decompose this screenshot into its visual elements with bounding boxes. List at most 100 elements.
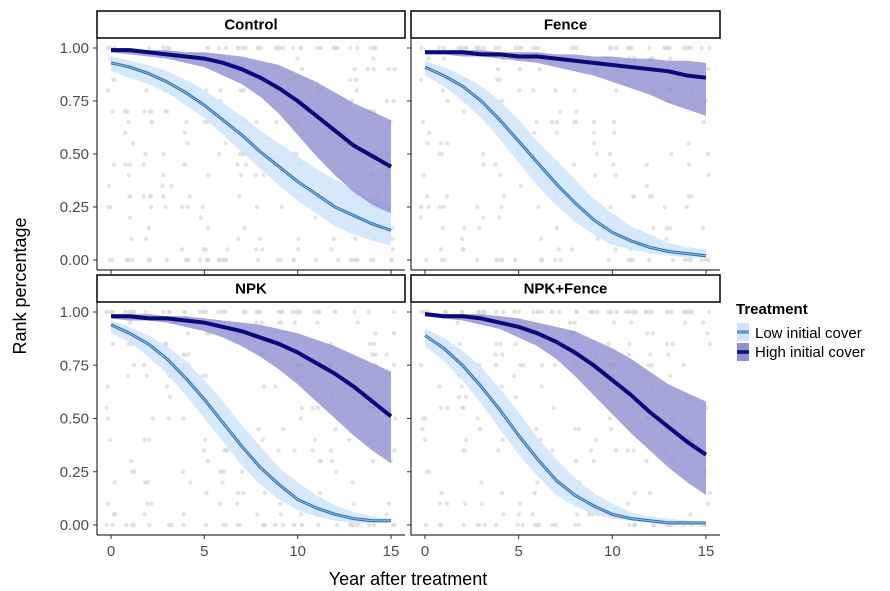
- raw-point: [216, 45, 222, 51]
- raw-point: [558, 257, 563, 263]
- raw-point: [182, 130, 187, 135]
- raw-point: [539, 257, 545, 263]
- raw-point: [318, 45, 323, 51]
- raw-point: [112, 77, 117, 83]
- raw-point: [225, 247, 230, 252]
- raw-point: [554, 226, 559, 231]
- raw-point: [298, 512, 304, 517]
- raw-point: [256, 309, 261, 315]
- raw-point: [512, 257, 518, 263]
- raw-point: [539, 363, 545, 368]
- raw-point: [253, 247, 259, 252]
- raw-point: [127, 320, 133, 325]
- raw-point: [392, 448, 397, 453]
- raw-point: [110, 522, 115, 528]
- x-tick-label: 10: [289, 543, 306, 560]
- raw-point: [316, 309, 321, 315]
- raw-point: [280, 522, 286, 528]
- raw-point: [198, 215, 204, 220]
- raw-point: [291, 257, 296, 263]
- raw-point: [328, 448, 334, 453]
- raw-point: [441, 45, 447, 51]
- raw-point: [456, 395, 462, 400]
- raw-point: [705, 151, 711, 157]
- raw-point: [557, 309, 562, 315]
- raw-point: [530, 45, 536, 51]
- raw-point: [646, 363, 651, 368]
- raw-point: [493, 162, 498, 167]
- raw-point: [150, 120, 155, 125]
- raw-point: [444, 501, 450, 506]
- raw-point: [313, 215, 318, 220]
- raw-point: [296, 236, 301, 241]
- raw-point: [206, 173, 211, 178]
- raw-point: [161, 173, 166, 178]
- raw-point: [391, 98, 396, 104]
- raw-point: [112, 480, 117, 485]
- raw-point: [237, 194, 242, 199]
- raw-point: [219, 309, 225, 315]
- raw-point: [650, 331, 656, 336]
- raw-point: [613, 247, 618, 252]
- raw-point: [591, 130, 597, 135]
- raw-point: [613, 173, 618, 178]
- raw-point: [437, 501, 443, 506]
- raw-point: [243, 162, 249, 167]
- raw-point: [220, 480, 225, 485]
- raw-point: [161, 194, 166, 199]
- raw-point: [185, 204, 191, 210]
- raw-point: [574, 309, 579, 315]
- raw-point: [633, 309, 638, 315]
- raw-point: [512, 309, 517, 315]
- raw-point: [497, 215, 502, 220]
- raw-point: [493, 363, 499, 368]
- y-tick-label: 1.00: [60, 304, 89, 321]
- raw-point: [253, 173, 258, 178]
- raw-point: [530, 512, 535, 517]
- raw-point: [238, 173, 244, 178]
- raw-point: [571, 162, 577, 167]
- raw-point: [426, 56, 431, 61]
- raw-point: [146, 226, 152, 231]
- raw-point: [254, 320, 259, 325]
- raw-point: [239, 469, 245, 474]
- raw-point: [142, 363, 147, 368]
- raw-point: [203, 309, 209, 315]
- raw-point: [649, 363, 654, 368]
- raw-point: [644, 458, 649, 464]
- raw-point: [218, 469, 223, 474]
- raw-point: [686, 141, 691, 146]
- raw-point: [104, 405, 109, 411]
- raw-point: [373, 352, 378, 357]
- raw-point: [558, 109, 563, 114]
- raw-point: [276, 320, 282, 325]
- raw-point: [569, 247, 575, 252]
- raw-point: [201, 448, 207, 453]
- raw-point: [705, 501, 711, 506]
- raw-point: [664, 236, 669, 241]
- raw-point: [595, 236, 600, 241]
- raw-point: [242, 309, 248, 315]
- raw-point: [444, 194, 450, 199]
- raw-point: [494, 257, 499, 263]
- raw-point: [243, 45, 248, 51]
- raw-point: [161, 309, 166, 315]
- raw-point: [161, 151, 166, 157]
- raw-point: [262, 490, 268, 496]
- fit-line-low-inner-control: [110, 62, 392, 231]
- raw-point: [167, 395, 173, 400]
- raw-point: [355, 45, 360, 51]
- fit-line-low-inner-fence: [424, 66, 707, 257]
- raw-point: [292, 522, 297, 528]
- raw-point: [550, 522, 555, 528]
- raw-point: [188, 480, 193, 485]
- raw-point: [292, 320, 298, 325]
- raw-point: [237, 151, 243, 157]
- raw-point: [261, 173, 266, 178]
- raw-point: [355, 320, 361, 325]
- legend-label-high: High initial cover: [755, 344, 865, 361]
- raw-point: [424, 194, 430, 199]
- raw-point: [686, 162, 692, 167]
- raw-point: [169, 183, 174, 188]
- raw-point: [556, 247, 561, 252]
